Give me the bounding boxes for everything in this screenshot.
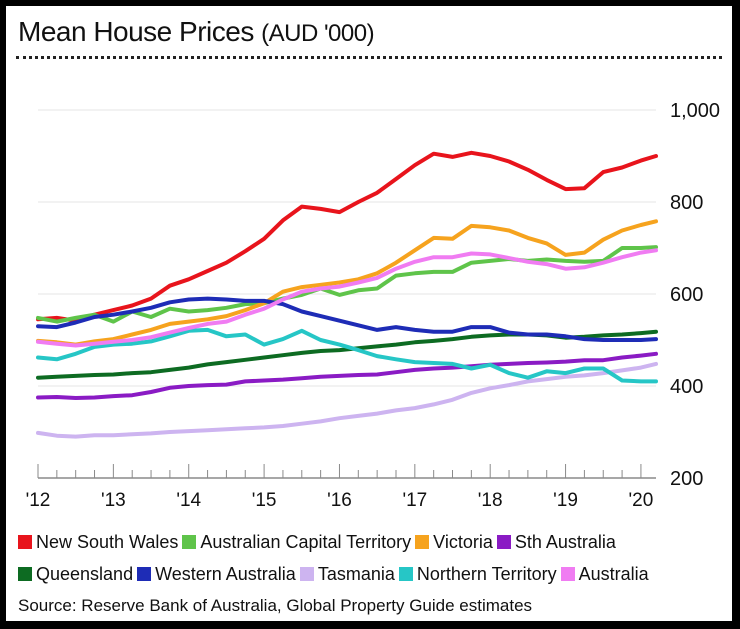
x-tick-label: '20 <box>629 490 654 511</box>
legend-item-tas: Tasmania <box>299 563 395 585</box>
chart-title: Mean House Prices (AUD '000) <box>18 16 375 48</box>
x-tick-label: '19 <box>553 490 578 511</box>
y-tick-label: 800 <box>670 192 703 214</box>
legend-label-nt: Northern Territory <box>416 563 557 584</box>
legend-item-nt: Northern Territory <box>398 563 557 585</box>
legend-label-act: Australian Capital Territory <box>200 531 412 552</box>
legend-item-act: Australian Capital Territory <box>182 532 411 553</box>
x-tick-label: '15 <box>252 490 277 511</box>
y-tick-label: 600 <box>670 284 703 306</box>
legend-label-sa: Sth Australia <box>514 531 616 552</box>
legend-label-aus: Australia <box>578 563 649 584</box>
legend-swatch-wa <box>137 567 152 581</box>
legend-swatch-tas <box>299 567 314 581</box>
y-tick-label: 1,000 <box>670 100 720 122</box>
series-line-wa <box>36 296 658 342</box>
legend-swatch-vic <box>415 535 430 549</box>
x-tick-label: '12 <box>26 490 51 511</box>
series-line-tas <box>36 361 658 439</box>
title-text: Mean House Prices <box>18 16 254 47</box>
series-line-aus <box>36 248 658 348</box>
series-line-nsw <box>36 150 658 323</box>
legend-swatch-nt <box>398 567 413 581</box>
series-line-sa <box>36 351 658 400</box>
legend-label-tas: Tasmania <box>317 563 395 584</box>
x-tick-label: '13 <box>101 490 126 511</box>
legend-item-nsw: New South Wales <box>18 532 178 553</box>
legend-item-wa: Western Australia <box>137 564 296 585</box>
legend-row-1: New South Wales Australian Capital Terri… <box>18 530 620 554</box>
legend-swatch-qld <box>18 567 32 581</box>
x-tick-label: '18 <box>478 490 503 511</box>
series-line-act <box>36 245 658 324</box>
title-unit: (AUD '000) <box>261 20 375 47</box>
y-tick-label: 200 <box>670 468 703 490</box>
legend-swatch-nsw <box>18 535 32 549</box>
legend-swatch-act <box>182 535 197 549</box>
legend-item-qld: Queensland <box>18 564 133 585</box>
y-tick-label: 400 <box>670 376 703 398</box>
legend-swatch-aus <box>560 567 575 581</box>
legend-row-2: Queensland Western Australia Tasmania No… <box>18 562 653 586</box>
legend-label-nsw: New South Wales <box>36 531 179 552</box>
x-tick-label: '14 <box>176 490 201 511</box>
legend-label-qld: Queensland <box>36 563 134 584</box>
legend-label-wa: Western Australia <box>155 563 296 584</box>
legend-item-sa: Sth Australia <box>496 531 616 553</box>
legend-label-vic: Victoria <box>433 531 493 552</box>
legend-item-aus: Australia <box>560 563 649 585</box>
x-tick-label: '16 <box>327 490 352 511</box>
title-divider <box>16 56 722 59</box>
legend-item-vic: Victoria <box>415 532 493 553</box>
x-tick-label: '17 <box>402 490 427 511</box>
legend-swatch-sa <box>496 535 511 549</box>
source-note: Source: Reserve Bank of Australia, Globa… <box>18 596 533 615</box>
series-line-vic <box>36 219 658 347</box>
series-line-nt <box>36 327 658 384</box>
